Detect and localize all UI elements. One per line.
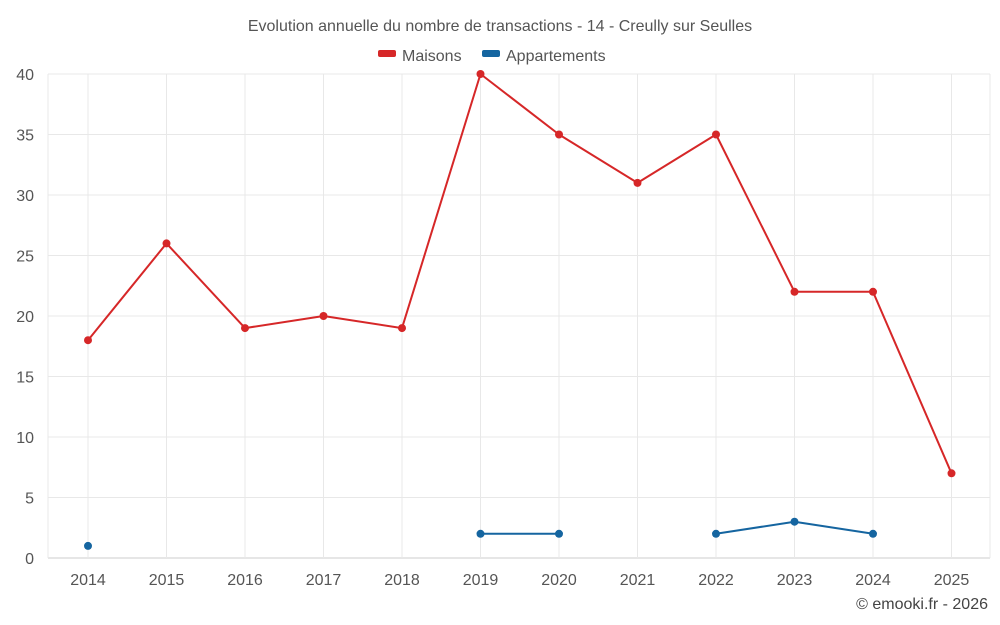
data-point[interactable] <box>555 130 563 139</box>
x-tick-label: 2022 <box>698 572 734 589</box>
data-point[interactable] <box>712 130 720 139</box>
legend: Maisons Appartements <box>378 48 606 65</box>
data-point[interactable] <box>555 529 563 538</box>
y-tick-label: 0 <box>25 551 34 568</box>
grid <box>47 73 991 559</box>
series-line <box>87 73 953 474</box>
legend-swatch <box>482 50 500 57</box>
legend-label: Appartements <box>506 48 606 65</box>
x-tick-label: 2023 <box>777 572 813 589</box>
x-tick-label: 2020 <box>541 572 577 589</box>
x-tick-label: 2024 <box>855 572 891 589</box>
y-tick-label: 20 <box>16 309 34 326</box>
x-tick-label: 2016 <box>227 572 263 589</box>
data-point[interactable] <box>319 312 328 320</box>
x-tick-label: 2019 <box>463 572 499 589</box>
data-point[interactable] <box>790 517 799 526</box>
data-point[interactable] <box>476 70 485 78</box>
x-tick-label: 2015 <box>149 572 185 589</box>
y-tick-label: 10 <box>16 430 34 447</box>
data-point[interactable] <box>476 529 485 538</box>
data-point[interactable] <box>84 541 92 550</box>
series-layer <box>84 70 956 550</box>
data-point[interactable] <box>869 287 877 296</box>
x-tick-label: 2025 <box>934 572 970 589</box>
y-tick-label: 30 <box>16 188 34 205</box>
x-tick-label: 2017 <box>306 572 342 589</box>
data-point[interactable] <box>84 336 92 345</box>
legend-item[interactable]: Appartements <box>482 48 606 65</box>
data-point[interactable] <box>241 324 249 333</box>
chart-title: Evolution annuelle du nombre de transact… <box>248 18 752 35</box>
data-point[interactable] <box>947 469 956 478</box>
data-point[interactable] <box>869 529 877 538</box>
legend-label: Maisons <box>402 48 462 65</box>
legend-item[interactable]: Maisons <box>378 48 462 65</box>
data-point[interactable] <box>790 287 799 296</box>
data-point[interactable] <box>633 178 642 187</box>
data-point[interactable] <box>712 529 720 538</box>
y-tick-label: 35 <box>16 128 34 145</box>
data-point[interactable] <box>162 239 171 248</box>
y-tick-label: 25 <box>16 249 34 266</box>
legend-swatch <box>378 50 396 57</box>
credit-text: © emooki.fr - 2026 <box>856 596 988 613</box>
x-tick-label: 2014 <box>70 572 106 589</box>
series-maisons <box>84 70 956 478</box>
series-appartements <box>84 517 877 550</box>
x-tick-label: 2018 <box>384 572 420 589</box>
y-tick-label: 15 <box>16 370 34 387</box>
x-tick-label: 2021 <box>620 572 656 589</box>
y-tick-label: 5 <box>25 491 34 508</box>
y-tick-label: 40 <box>16 67 34 84</box>
data-point[interactable] <box>398 324 406 333</box>
